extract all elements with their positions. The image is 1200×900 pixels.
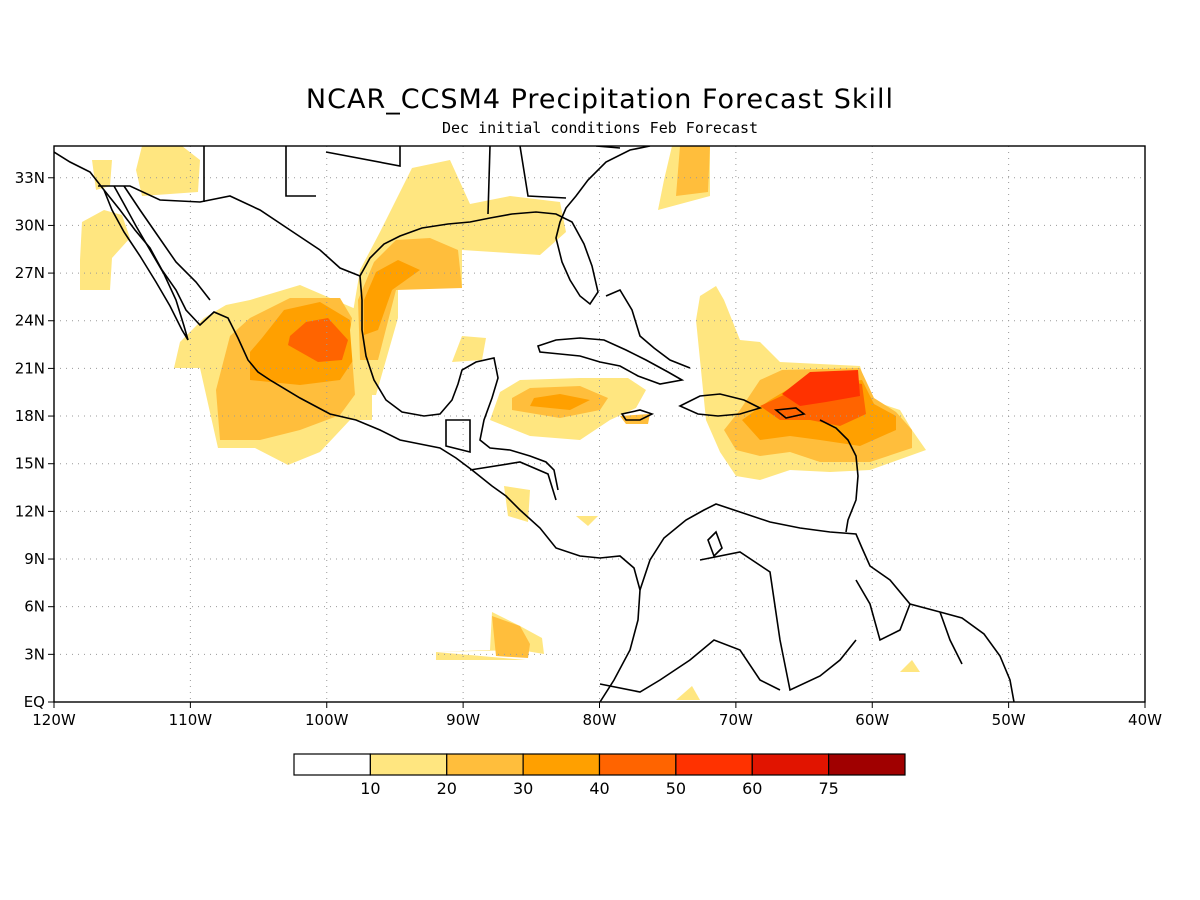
chart-subtitle: Dec initial conditions Feb Forecast xyxy=(441,119,759,137)
lon-tick-label: 80W xyxy=(583,711,617,729)
skill-region-l5 xyxy=(782,370,860,406)
lon-tick-label: 90W xyxy=(446,711,480,729)
coastline xyxy=(773,407,806,419)
lat-tick-label: 33N xyxy=(15,169,45,187)
skill-region-l1 xyxy=(504,486,530,522)
chart-title: NCAR_CCSM4 Precipitation Forecast Skill xyxy=(305,84,895,115)
colorbar-label: 50 xyxy=(666,779,686,798)
skill-region-l1 xyxy=(900,660,920,672)
lat-tick-label: 9N xyxy=(24,550,45,568)
skill-region-l1 xyxy=(676,686,700,700)
coastline xyxy=(536,337,685,385)
colorbar-swatch xyxy=(522,753,601,776)
island-chain xyxy=(605,288,691,369)
coastline xyxy=(359,146,651,306)
skill-shading xyxy=(80,146,926,700)
border xyxy=(98,185,361,277)
border xyxy=(469,461,557,501)
coastline xyxy=(639,503,1015,702)
colorbar-swatch xyxy=(675,753,753,776)
lon-tick-label: 100W xyxy=(305,711,349,729)
colorbar-label: 60 xyxy=(742,779,762,798)
lat-tick-label: 30N xyxy=(15,216,45,234)
colorbar-label: 40 xyxy=(589,779,609,798)
coastline xyxy=(620,409,655,421)
lon-tick-label: 50W xyxy=(992,711,1026,729)
lon-tick-label: 40W xyxy=(1128,711,1162,729)
lat-tick-label: 21N xyxy=(15,359,45,377)
longitude-axis: 120W 110W 100W 90W 80W 70W 60W 50W 40W xyxy=(32,702,1162,729)
border xyxy=(699,551,857,692)
coastline xyxy=(707,530,723,558)
skill-region-l4 xyxy=(288,318,348,362)
lon-tick-label: 110W xyxy=(169,711,213,729)
colorbar-swatch xyxy=(446,753,524,776)
coastline xyxy=(678,393,763,417)
lon-tick-label: 60W xyxy=(855,711,889,729)
lat-tick-label: 24N xyxy=(15,312,45,330)
latitude-axis: EQ 3N 6N 9N 12N 15N 18N 21N 24N 27N 30N 33N xyxy=(15,169,54,711)
lat-tick-label: 27N xyxy=(15,264,45,282)
skill-region-l1 xyxy=(576,516,598,526)
skill-region-l1 xyxy=(136,146,200,196)
border xyxy=(855,579,911,642)
colorbar-label: 30 xyxy=(513,779,533,798)
lat-tick-label: EQ xyxy=(24,693,45,711)
coastline xyxy=(103,185,189,341)
lat-tick-label: 3N xyxy=(24,645,45,663)
colorbar-label: 75 xyxy=(818,779,838,798)
lat-tick-label: 12N xyxy=(15,502,45,520)
lat-tick-label: 6N xyxy=(24,598,45,616)
border xyxy=(285,146,316,197)
colorbar-swatch xyxy=(293,753,371,776)
colorbar-swatch xyxy=(598,753,677,776)
border xyxy=(519,146,567,199)
skill-region-l3 xyxy=(530,394,590,410)
skill-region-l1 xyxy=(80,210,130,290)
colorbar: 10 20 30 40 50 60 75 xyxy=(293,753,906,798)
colorbar-swatch xyxy=(369,753,448,776)
coastline xyxy=(123,185,211,301)
colorbar-swatch xyxy=(751,753,830,776)
border xyxy=(939,611,963,665)
border xyxy=(487,146,491,215)
colorbar-label: 20 xyxy=(437,779,457,798)
border xyxy=(599,639,781,693)
coastlines xyxy=(54,146,1015,702)
lat-tick-label: 15N xyxy=(15,455,45,473)
skill-region-l2 xyxy=(676,146,710,196)
lon-tick-label: 70W xyxy=(719,711,753,729)
skill-region-l1 xyxy=(92,160,112,190)
skill-region-l1 xyxy=(452,336,486,362)
island-chain xyxy=(819,419,859,533)
border xyxy=(325,146,401,167)
coastline xyxy=(359,275,559,491)
colorbar-swatch xyxy=(828,753,906,776)
lat-tick-label: 18N xyxy=(15,407,45,425)
border xyxy=(445,419,471,454)
skill-region-l2 xyxy=(492,616,530,658)
colorbar-label: 10 xyxy=(360,779,380,798)
lon-tick-label: 120W xyxy=(32,711,76,729)
skill-region-l3 xyxy=(364,260,420,335)
